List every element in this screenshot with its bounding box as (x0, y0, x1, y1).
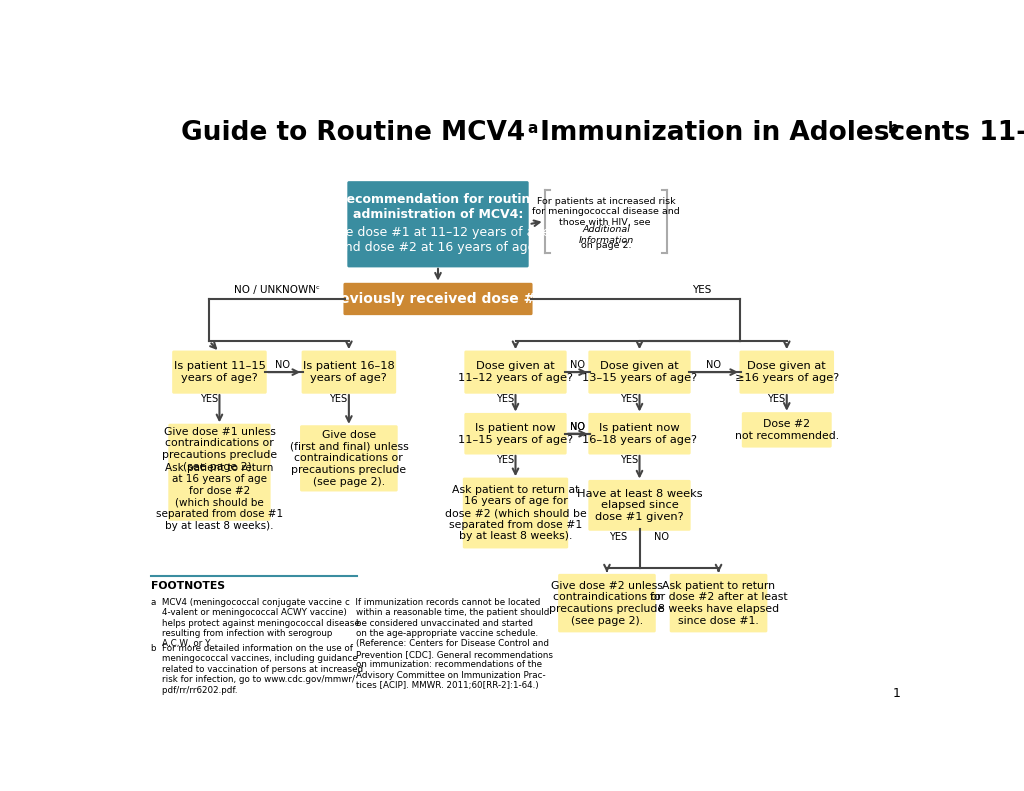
Text: For patients at increased risk
for meningococcal disease and
those with HIV, see: For patients at increased risk for menin… (532, 197, 680, 227)
Text: NO: NO (570, 360, 585, 370)
Text: Is patient now
16–18 years of age?: Is patient now 16–18 years of age? (582, 423, 697, 445)
FancyBboxPatch shape (300, 426, 397, 491)
Text: Guide to Routine MCV4: Guide to Routine MCV4 (180, 120, 524, 146)
Text: b: b (888, 120, 898, 135)
Text: 1: 1 (893, 687, 901, 701)
Text: NO: NO (653, 532, 669, 542)
Text: Ask patient to return
at 16 years of age
for dose #2
(which should be
separated : Ask patient to return at 16 years of age… (156, 463, 283, 531)
FancyBboxPatch shape (589, 480, 690, 531)
Text: Is patient 11–15
years of age?: Is patient 11–15 years of age? (173, 361, 265, 383)
FancyBboxPatch shape (463, 478, 568, 548)
Text: Additional
Information: Additional Information (579, 225, 634, 244)
Text: Have at least 8 weeks
elapsed since
dose #1 given?: Have at least 8 weeks elapsed since dose… (577, 489, 702, 522)
Text: YES: YES (692, 286, 712, 296)
Text: Dose given at
13–15 years of age?: Dose given at 13–15 years of age? (582, 361, 697, 383)
Text: YES: YES (496, 394, 514, 404)
Text: NO: NO (570, 422, 585, 432)
Text: Give dose #2 unless
contraindications or
precautions preclude
(see page 2).: Give dose #2 unless contraindications or… (550, 581, 665, 626)
Text: YES: YES (767, 394, 785, 404)
Text: YES: YES (620, 455, 638, 465)
Bar (550, 190, 663, 253)
Text: Recommendation for routine
administration of MCV4:: Recommendation for routine administratio… (337, 193, 539, 221)
Text: Dose #2
not recommended.: Dose #2 not recommended. (734, 419, 839, 441)
FancyBboxPatch shape (464, 413, 566, 455)
FancyBboxPatch shape (741, 412, 831, 448)
Text: YES: YES (329, 394, 347, 404)
Text: NO: NO (275, 360, 291, 370)
FancyBboxPatch shape (739, 350, 834, 394)
Text: a  MCV4 (meningococcal conjugate vaccine
    4-valent or meningococcal ACWY vacc: a MCV4 (meningococcal conjugate vaccine … (152, 598, 360, 649)
FancyBboxPatch shape (302, 350, 396, 394)
Text: c  If immunization records cannot be located
    within a reasonable time, the p: c If immunization records cannot be loca… (345, 598, 553, 690)
Text: Give dose #1 unless
contraindications or
precautions preclude
(see page 2).: Give dose #1 unless contraindications or… (162, 426, 278, 471)
Text: Is patient now
11–15 years of age?: Is patient now 11–15 years of age? (458, 423, 573, 445)
Text: Previously received dose #1?: Previously received dose #1? (323, 292, 553, 306)
Text: YES: YES (496, 455, 514, 465)
Text: Ask patient to return at
16 years of age for
dose #2 (which should be
separated : Ask patient to return at 16 years of age… (444, 485, 587, 541)
Text: Dose given at
11–12 years of age?: Dose given at 11–12 years of age? (458, 361, 573, 383)
FancyBboxPatch shape (558, 573, 655, 632)
FancyBboxPatch shape (343, 283, 532, 315)
FancyBboxPatch shape (589, 413, 690, 455)
Text: a: a (527, 120, 538, 135)
Text: NO / UNKNOWNᶜ: NO / UNKNOWNᶜ (233, 286, 319, 296)
FancyBboxPatch shape (464, 350, 566, 394)
FancyBboxPatch shape (168, 424, 270, 520)
FancyBboxPatch shape (347, 181, 528, 267)
Text: NO: NO (570, 422, 585, 432)
Text: on page 2.: on page 2. (581, 241, 632, 250)
Text: Immunization in Adolescents 11–18 Years of Age: Immunization in Adolescents 11–18 Years … (531, 120, 1024, 146)
FancyBboxPatch shape (670, 573, 767, 632)
Text: Give dose #1 at 11–12 years of age
and dose #2 at 16 years of age.: Give dose #1 at 11–12 years of age and d… (326, 225, 551, 254)
Text: Is patient 16–18
years of age?: Is patient 16–18 years of age? (303, 361, 394, 383)
Text: YES: YES (200, 394, 218, 404)
Text: FOOTNOTES: FOOTNOTES (152, 581, 225, 591)
Text: b  For more detailed information on the use of
    meningococcal vaccines, inclu: b For more detailed information on the u… (152, 644, 364, 694)
Text: Dose given at
≥16 years of age?: Dose given at ≥16 years of age? (734, 361, 839, 383)
Text: YES: YES (620, 394, 638, 404)
FancyBboxPatch shape (589, 350, 690, 394)
Text: NO: NO (706, 360, 721, 370)
Text: Ask patient to return
for dose #2 after at least
8 weeks have elapsed
since dose: Ask patient to return for dose #2 after … (650, 581, 787, 626)
Text: YES: YES (608, 532, 627, 542)
FancyBboxPatch shape (172, 350, 266, 394)
Text: Give dose
(first and final) unless
contraindications or
precautions preclude
(se: Give dose (first and final) unless contr… (290, 430, 409, 486)
